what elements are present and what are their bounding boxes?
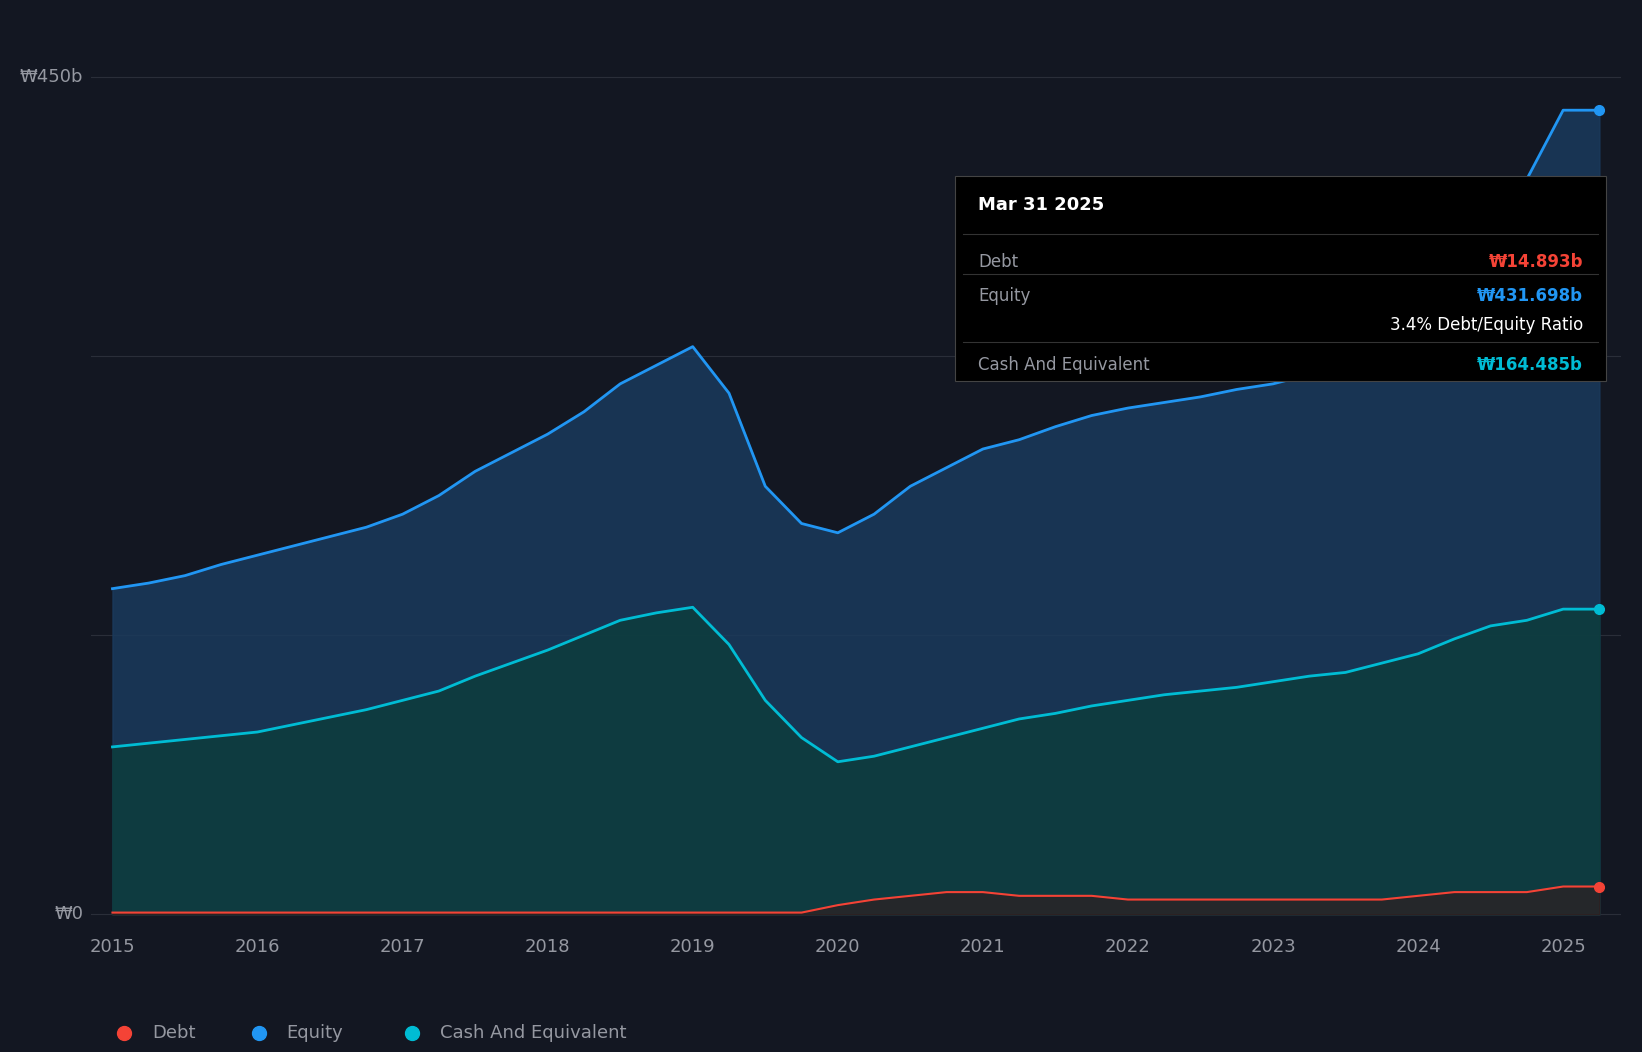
Text: Equity: Equity <box>287 1025 343 1043</box>
Text: ₩431.698b: ₩431.698b <box>1476 287 1583 305</box>
Text: Equity: Equity <box>979 287 1031 305</box>
Text: ₩14.893b: ₩14.893b <box>1488 252 1583 270</box>
Text: Debt: Debt <box>153 1025 195 1043</box>
Text: Cash And Equivalent: Cash And Equivalent <box>979 356 1149 373</box>
Text: Cash And Equivalent: Cash And Equivalent <box>440 1025 626 1043</box>
Text: ₩0: ₩0 <box>54 906 84 924</box>
Text: ₩164.485b: ₩164.485b <box>1478 356 1583 373</box>
FancyBboxPatch shape <box>956 176 1606 381</box>
Text: ₩450b: ₩450b <box>20 67 84 85</box>
Text: Mar 31 2025: Mar 31 2025 <box>979 196 1105 214</box>
Text: Debt: Debt <box>979 252 1018 270</box>
Text: 3.4% Debt/Equity Ratio: 3.4% Debt/Equity Ratio <box>1389 317 1583 335</box>
